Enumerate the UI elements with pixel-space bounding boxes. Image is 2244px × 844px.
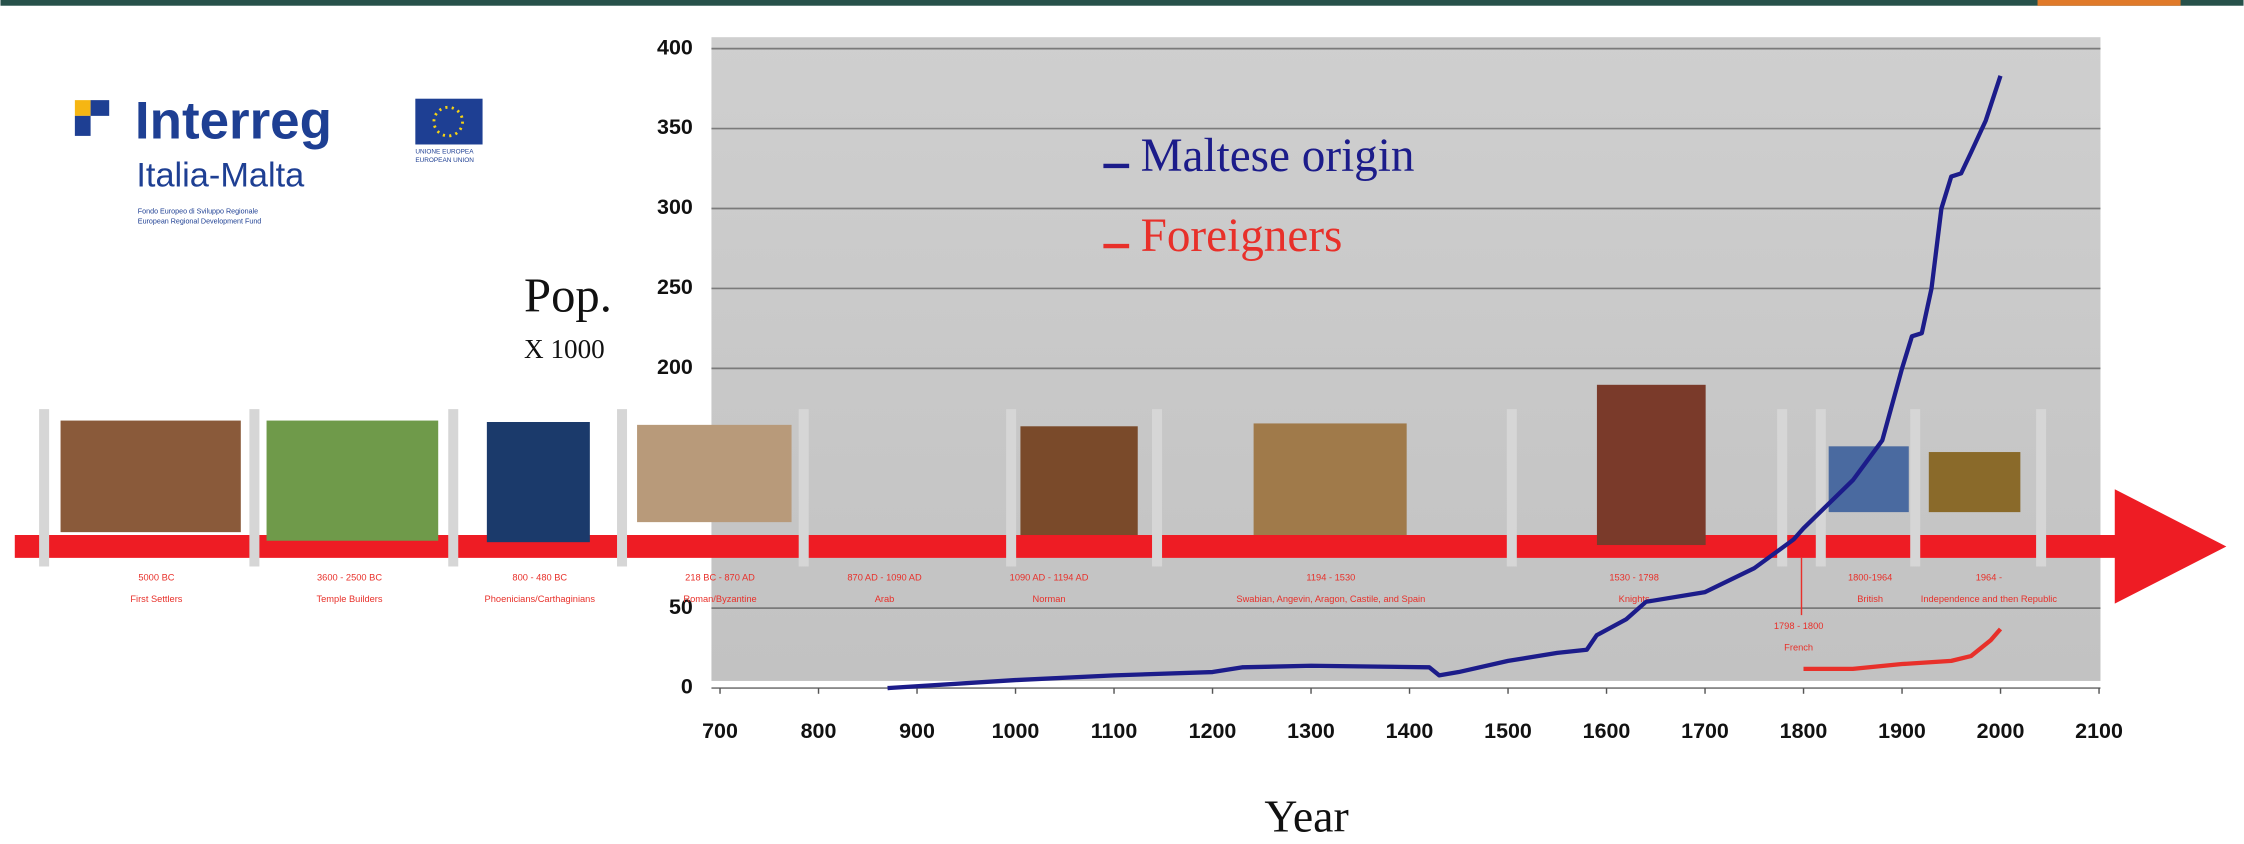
timeline-post [1006,409,1016,566]
slide: Interreg Italia-Malta UNIONE EUROPEA EUR… [0,0,2244,844]
timeline-name: Temple Builders [317,594,383,604]
timeline-image [61,421,241,533]
x-tick-label: 700 [702,719,738,743]
page: {"logo": {"brand": "Interreg", "program"… [0,0,2244,844]
legend-label: Foreigners [1141,210,1343,262]
timeline-post [2036,409,2046,566]
fund-text: Fondo Europeo di Sviluppo Regionale [138,208,258,216]
x-tick-label: 900 [899,719,935,743]
timeline-post [249,409,259,566]
timeline-post [1910,409,1920,566]
timeline-name: British [1857,594,1883,604]
y-tick-label: 400 [657,35,693,59]
timeline-image [637,425,791,522]
timeline-period: 1800-1964 [1848,572,1892,582]
timeline-post [1816,409,1826,566]
timeline-post [799,409,809,566]
y-axis-label: Pop. [524,269,612,323]
timeline-image [1254,423,1407,535]
x-tick-label: 1200 [1189,719,1237,743]
timeline-period: 218 BC - 870 AD [685,572,755,582]
timeline-period: 1090 AD - 1194 AD [1010,572,1089,582]
x-tick-label: 1400 [1386,719,1434,743]
timeline-image [487,422,590,542]
timeline-image [267,421,439,541]
x-tick-label: 1900 [1878,719,1926,743]
timeline-name: First Settlers [130,594,182,604]
y-tick-label: 0 [681,675,693,699]
x-tick-label: 1000 [992,719,1040,743]
timeline-name: Norman [1033,594,1066,604]
timeline-post [1507,409,1517,566]
timeline-period: 1530 - 1798 [1609,572,1659,582]
y-tick-label: 250 [657,275,693,299]
timeline-image [1020,426,1137,535]
x-tick-label: 2000 [1977,719,2025,743]
timeline-post [39,409,49,566]
timeline-name: French [1784,642,1813,652]
logo-square [91,100,110,116]
timeline-period: 800 - 480 BC [512,572,567,582]
y-tick-label: 200 [657,355,693,379]
eu-text: UNIONE EUROPEA [415,148,474,155]
x-tick-label: 800 [801,719,837,743]
eu-text: EUROPEAN UNION [415,157,474,164]
logo: Interreg Italia-Malta UNIONE EUROPEA EUR… [75,91,483,225]
x-tick-label: 1500 [1484,719,1532,743]
timeline-image [1597,385,1706,545]
timeline-name: Arab [875,594,895,604]
timeline-image [1929,452,2021,512]
timeline-name: Roman/Byzantine [683,594,756,604]
timeline-post [617,409,627,566]
x-tick-label: 1600 [1583,719,1631,743]
legend-label: Maltese origin [1141,130,1415,182]
timeline-period: 5000 BC [138,572,174,582]
timeline-period: 1194 - 1530 [1306,572,1355,582]
y-tick-label: 350 [657,115,693,139]
y-tick-label: 300 [657,195,693,219]
timeline-post [1152,409,1162,566]
top-bar [0,0,2243,6]
x-axis-label: Year [1264,791,1348,842]
timeline-period: 1798 - 1800 [1774,621,1824,631]
x-tick-label: 1100 [1091,719,1138,743]
x-tick-label: 1800 [1780,719,1828,743]
eu-flag [415,99,482,145]
logo-program: Italia-Malta [136,156,305,194]
top-accent [2038,0,2181,6]
fund-text: European Regional Development Fund [138,218,261,226]
timeline-period: 870 AD - 1090 AD [847,572,922,582]
logo-square [75,116,91,136]
timeline-name: Phoenicians/Carthaginians [485,594,596,604]
timeline-name: Swabian, Angevin, Aragon, Castile, and S… [1236,594,1425,604]
x-tick-label: 1700 [1681,719,1729,743]
y-axis-unit: X 1000 [524,334,605,364]
timeline-period: 1964 - [1976,572,2002,582]
x-tick-label: 2100 [2075,719,2123,743]
timeline-post [448,409,458,566]
logo-brand: Interreg [135,91,332,150]
timeline-period: 3600 - 2500 BC [317,572,382,582]
logo-square [75,100,91,116]
x-tick-label: 1300 [1287,719,1335,743]
timeline-name: Independence and then Republic [1921,594,2058,604]
